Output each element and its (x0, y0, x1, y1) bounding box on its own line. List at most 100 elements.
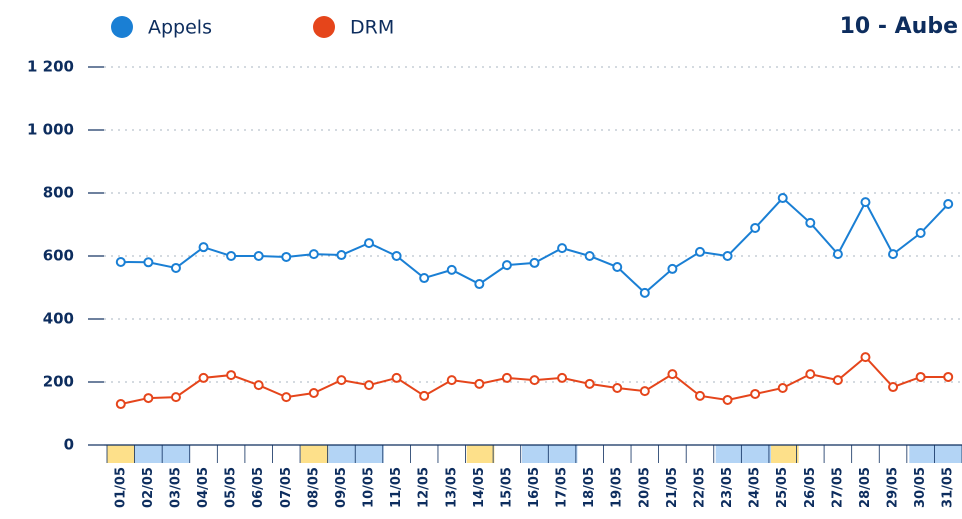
point (943, 371, 954, 382)
weekend-cell (549, 445, 578, 463)
point (170, 262, 181, 273)
x-tick-label: 17/05 (555, 467, 570, 508)
point (667, 263, 678, 274)
point (694, 246, 705, 257)
x-tick-label: 22/05 (692, 467, 707, 508)
x-tick-label: 01/05 (113, 467, 128, 508)
point (391, 372, 402, 383)
point (777, 382, 788, 393)
holiday-cell (466, 445, 495, 463)
x-tick-label: 06/05 (251, 467, 266, 508)
x-tick-label: 15/05 (499, 467, 514, 508)
point (943, 199, 954, 210)
point (364, 380, 375, 391)
point (805, 369, 816, 380)
point (308, 249, 319, 260)
point (612, 382, 623, 393)
x-tick-label: 21/05 (665, 467, 680, 508)
point (639, 386, 650, 397)
x-tick-label: 13/05 (444, 467, 459, 508)
x-tick-label: 10/05 (362, 467, 377, 508)
point (143, 257, 154, 268)
point (419, 273, 430, 284)
point (281, 251, 292, 262)
point (226, 251, 237, 261)
x-tick-label: 19/05 (610, 467, 625, 508)
y-tick-label: 800 (43, 184, 74, 202)
weekend-cell (522, 445, 550, 463)
point (115, 399, 126, 410)
point (474, 279, 485, 290)
weekend-cell (743, 445, 771, 463)
point (143, 393, 154, 404)
point (584, 378, 595, 389)
chart-title: 10 - Aube (840, 14, 958, 39)
point (446, 375, 457, 386)
y-tick-label: 200 (43, 373, 74, 391)
point (860, 352, 871, 363)
point (115, 256, 126, 267)
x-tick-label: 27/05 (830, 467, 845, 508)
point (777, 193, 788, 204)
point (364, 238, 375, 249)
legend-label: DRM (350, 17, 394, 39)
x-tick-label: 30/05 (913, 467, 928, 508)
point (557, 243, 568, 254)
legend-marker (313, 16, 335, 38)
point (529, 375, 540, 386)
point (391, 251, 402, 261)
weekend-cell (328, 445, 356, 463)
x-tick-label: 24/05 (748, 467, 763, 508)
holiday-cell (107, 445, 135, 463)
series-line (120, 196, 949, 295)
point (501, 372, 512, 383)
point (198, 242, 209, 253)
point (501, 260, 512, 271)
y-tick-label: 1 000 (27, 121, 74, 139)
x-tick-label: 07/05 (279, 467, 294, 508)
x-tick-label: 31/05 (941, 467, 956, 508)
point (584, 251, 595, 261)
point (419, 390, 430, 401)
point (281, 392, 292, 403)
x-tick-label: 11/05 (389, 467, 404, 508)
x-tick-label: 02/05 (141, 467, 156, 508)
weekend-cell (715, 445, 744, 463)
point (336, 375, 347, 386)
y-tick-label: 1 200 (27, 58, 74, 76)
x-tick-label: 20/05 (637, 467, 652, 508)
x-tick-label: 09/05 (334, 467, 349, 508)
point (915, 371, 926, 382)
x-tick-label: 23/05 (720, 467, 735, 508)
holiday-cell (300, 445, 329, 463)
x-tick-label: 08/05 (306, 467, 321, 508)
point (915, 228, 926, 239)
point (226, 370, 237, 381)
x-tick-label: 25/05 (775, 467, 790, 508)
point (750, 388, 761, 399)
point (805, 217, 816, 228)
point (170, 392, 181, 403)
point (474, 378, 485, 389)
x-tick-label: 29/05 (886, 467, 901, 508)
weekend-cell (937, 445, 962, 463)
x-tick-label: 04/05 (196, 467, 211, 508)
legend-label: Appels (148, 17, 212, 39)
y-tick-label: 600 (43, 247, 74, 265)
x-tick-label: 16/05 (527, 467, 542, 508)
point (253, 251, 264, 261)
weekend-cell (909, 445, 937, 463)
x-tick-label: 18/05 (582, 467, 597, 508)
x-tick-label: 26/05 (803, 467, 818, 508)
x-tick-label: 14/05 (472, 467, 487, 508)
point (750, 222, 761, 233)
point (336, 250, 347, 261)
y-tick-label: 0 (64, 436, 74, 454)
point (308, 388, 319, 399)
point (667, 369, 678, 380)
point (198, 372, 209, 383)
point (722, 251, 733, 261)
point (860, 197, 871, 208)
legend-marker (111, 16, 133, 38)
